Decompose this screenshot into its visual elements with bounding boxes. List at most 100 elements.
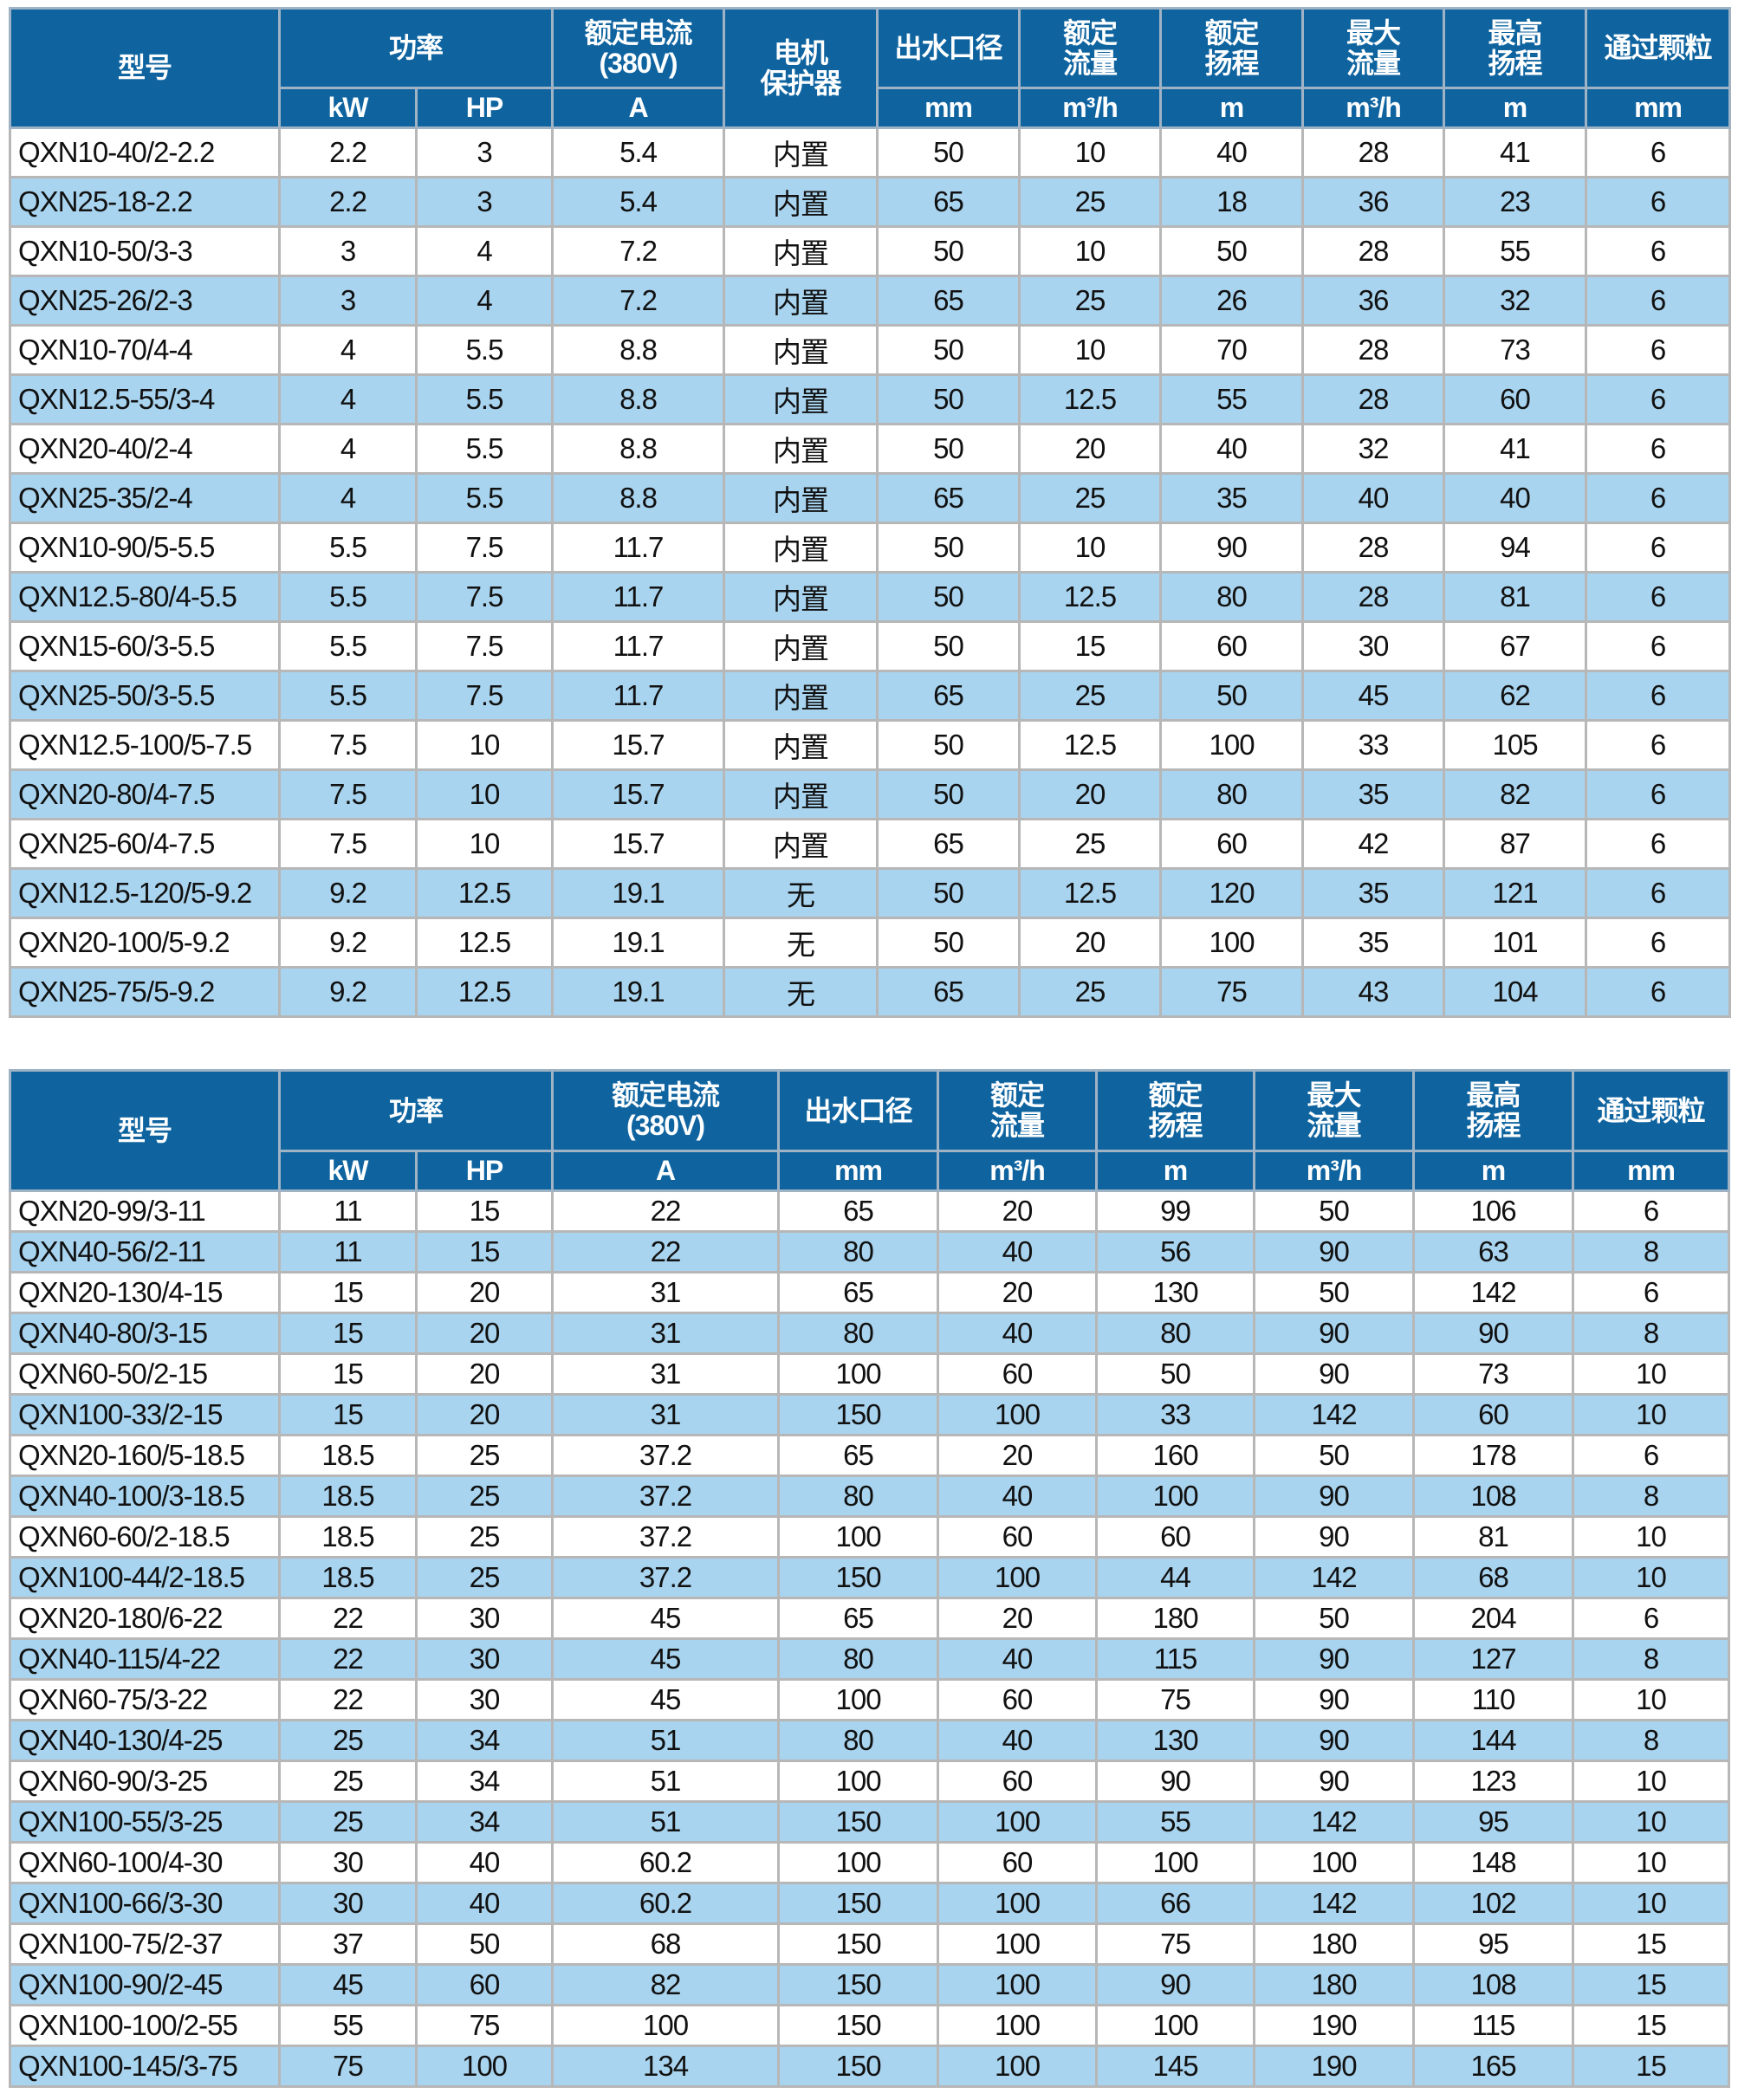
table-cell: 60 — [1159, 818, 1305, 870]
table-cell: 50 — [1253, 1189, 1416, 1233]
table-row: QXN10-40/2-2.2 2.2 3 5.4 内置 50 10 40 28 41 6 — [9, 126, 1732, 178]
table-cell: 62 — [1443, 670, 1588, 722]
header-particle-size: 通过颗粒 — [1585, 7, 1732, 89]
table-cell: 20 — [414, 1352, 554, 1396]
table-cell: 42 — [1301, 818, 1446, 870]
table-cell: 60 — [937, 1352, 1099, 1396]
table-cell: 56 — [1095, 1230, 1256, 1274]
table-cell: 178 — [1412, 1434, 1575, 1477]
table-cell: 6 — [1585, 867, 1732, 919]
table-cell: 100 — [1159, 719, 1305, 771]
table-cell: 90 — [1253, 1515, 1416, 1559]
table-cell: 无 — [723, 867, 879, 919]
table-cell: 34 — [414, 1760, 554, 1803]
table-cell: 204 — [1412, 1597, 1575, 1640]
model-cell: QXN100-44/2-18.5 — [9, 1556, 281, 1599]
table-cell: 55 — [278, 2004, 418, 2047]
table-cell: 7.5 — [414, 571, 554, 623]
table-cell: 36 — [1301, 275, 1446, 327]
table-cell: 20 — [937, 1271, 1099, 1314]
table-cell: 75 — [1095, 1678, 1256, 1721]
table-cell: 50 — [876, 620, 1021, 672]
table-cell: 19.1 — [551, 966, 726, 1018]
table-cell: 19.1 — [551, 867, 726, 919]
table-cell: 45 — [551, 1678, 781, 1721]
table-cell: 7.5 — [278, 818, 418, 870]
table-cell: 内置 — [723, 373, 879, 425]
table-cell: 25 — [414, 1475, 554, 1518]
unit-mm: mm — [777, 1150, 940, 1192]
table-cell: 100 — [777, 1678, 940, 1721]
table-cell: 10 — [1018, 126, 1163, 178]
model-cell: QXN100-145/3-75 — [9, 2045, 281, 2088]
table-cell: 50 — [1159, 225, 1305, 277]
table-cell: 18.5 — [278, 1515, 418, 1559]
table-cell: 45 — [1301, 670, 1446, 722]
table-cell: 41 — [1443, 423, 1588, 475]
table-cell: 内置 — [723, 126, 879, 178]
model-cell: QXN10-70/4-4 — [9, 324, 281, 376]
table-cell: 99 — [1095, 1189, 1256, 1233]
table-cell: 18 — [1159, 176, 1305, 228]
table-cell: 102 — [1412, 1882, 1575, 1925]
model-cell: QXN40-80/3-15 — [9, 1312, 281, 1355]
table-cell: 80 — [777, 1230, 940, 1274]
table-cell: 66 — [1095, 1882, 1256, 1925]
table-cell: 37.2 — [551, 1515, 781, 1559]
table-row: QXN20-130/4-15 15 20 31 65 20 130 50 142 6 — [9, 1271, 1731, 1314]
table-cell: 40 — [1159, 423, 1305, 475]
table-cell: 5.5 — [278, 620, 418, 672]
model-cell: QXN20-100/5-9.2 — [9, 917, 281, 969]
table-cell: 30 — [414, 1597, 554, 1640]
table-cell: 15 — [414, 1230, 554, 1274]
table-cell: 7.5 — [278, 719, 418, 771]
table-row: QXN25-50/3-5.5 5.5 7.5 11.7 内置 65 25 50 45 62 6 — [9, 670, 1732, 722]
table-cell: 12.5 — [414, 917, 554, 969]
table-cell: 108 — [1412, 1475, 1575, 1518]
table-row: QXN40-56/2-11 11 15 22 80 40 56 90 63 8 — [9, 1230, 1731, 1274]
table-cell: 150 — [777, 2045, 940, 2088]
table-cell: 25 — [1018, 472, 1163, 524]
header-rated-head: 额定 扬程 — [1159, 7, 1305, 89]
table-cell: 65 — [777, 1434, 940, 1477]
table-cell: 4 — [278, 373, 418, 425]
table-cell: 90 — [1253, 1230, 1416, 1274]
table-cell: 22 — [551, 1189, 781, 1233]
table-cell: 15 — [278, 1393, 418, 1436]
unit-flow: m³/h — [1018, 87, 1163, 129]
table-cell: 100 — [414, 2045, 554, 2088]
unit-hp: HP — [414, 87, 554, 129]
spec-table-large-pumps: 型号 功率 额定电流 (380V) 出水口径 额定 流量 额定 扬程 最大 流量 最高扬… — [9, 1069, 1731, 2088]
table-cell: 15 — [1572, 2045, 1731, 2088]
model-cell: QXN12.5-55/3-4 — [9, 373, 281, 425]
table-cell: 15 — [1018, 620, 1163, 672]
table-row: QXN100-100/2-55 55 75 100 150 100 100 190 115 15 — [9, 2004, 1731, 2047]
header-power: 功率 — [277, 1069, 554, 1152]
table-cell: 6 — [1585, 620, 1732, 672]
table-cell: 无 — [723, 966, 879, 1018]
table-cell: 90 — [1253, 1352, 1416, 1396]
table-cell: 7.2 — [551, 275, 726, 327]
table-cell: 10 — [414, 818, 554, 870]
table-cell: 104 — [1443, 966, 1588, 1018]
table-cell: 2.2 — [278, 126, 418, 178]
table-cell: 28 — [1301, 225, 1446, 277]
table-cell: 43 — [1301, 966, 1446, 1018]
model-cell: QXN25-35/2-4 — [9, 472, 281, 524]
table-row: QXN12.5-55/3-4 4 5.5 8.8 内置 50 12.5 55 28 60 6 — [9, 373, 1732, 425]
table-cell: 10 — [1572, 1800, 1731, 1844]
table-cell: 7.5 — [278, 768, 418, 820]
table-cell: 65 — [777, 1597, 940, 1640]
table-cell: 50 — [876, 373, 1021, 425]
table-cell: 150 — [777, 1963, 940, 2006]
table-cell: 内置 — [723, 324, 879, 376]
table-cell: 2.2 — [278, 176, 418, 228]
table-cell: 10 — [1572, 1760, 1731, 1803]
table-cell: 50 — [414, 1922, 554, 1966]
header-max-head: 最高 扬程 — [1443, 7, 1588, 89]
unit-a: A — [551, 87, 726, 129]
table-cell: 5.4 — [551, 176, 726, 228]
table-cell: 5.5 — [278, 571, 418, 623]
table-cell: 28 — [1301, 373, 1446, 425]
table-cell: 150 — [777, 1922, 940, 1966]
